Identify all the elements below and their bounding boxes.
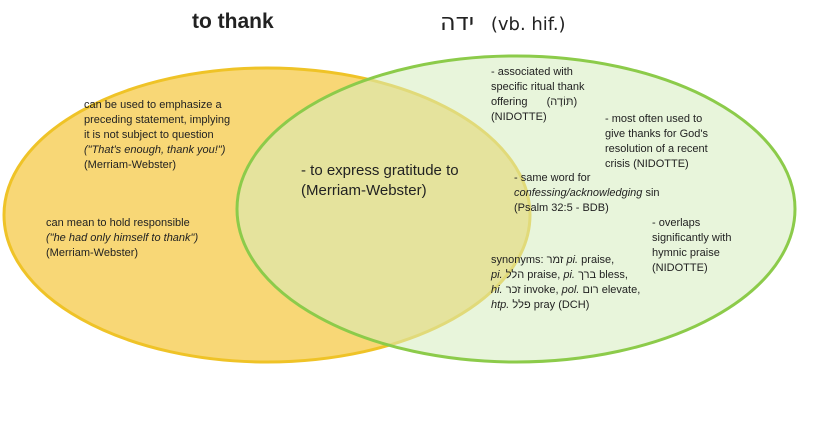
note-hebrew: (תּוֹדָה) xyxy=(546,96,578,108)
left-note-2: can mean to hold responsible ("he had on… xyxy=(46,216,236,261)
right-note-2: - most often used to give thanks for God… xyxy=(605,113,708,170)
note-quote: ("That's enough, thank you!") xyxy=(84,144,226,156)
center-note: - to express gratitude to (Merriam-Webst… xyxy=(301,161,459,201)
right-note-4: - overlaps significantly with hymnic pra… xyxy=(652,217,732,274)
syn-gloss: invoke, xyxy=(523,284,559,296)
syn-stem: hi. xyxy=(491,284,503,296)
right-circle xyxy=(235,54,797,364)
left-note-1: can be used to emphasize a preceding sta… xyxy=(84,98,234,173)
syn-hebrew: הלל xyxy=(505,269,525,281)
syn-gloss: praise, xyxy=(581,254,615,266)
syn-stem: pol. xyxy=(561,284,580,296)
syn-gloss: praise, xyxy=(527,269,561,281)
note-source: (Psalm 32:5 - BDB) xyxy=(514,202,609,214)
syn-gloss: pray (DCH) xyxy=(533,299,590,311)
center-line-2: (Merriam-Webster) xyxy=(301,182,427,199)
note-suffix: sin xyxy=(645,187,660,199)
note-quote: ("he had only himself to thank") xyxy=(46,232,199,244)
syn-hebrew: ברך xyxy=(578,269,597,281)
syn-hebrew: זמר xyxy=(546,254,564,266)
note-text: can be used to emphasize a preceding sta… xyxy=(84,99,231,141)
note-source: (NIDOTTE) xyxy=(491,111,547,123)
syn-stem: htp. xyxy=(491,299,510,311)
right-note-1: - associated with specific ritual thank … xyxy=(491,65,601,125)
note-italic: confessing/acknowledging xyxy=(514,187,643,199)
center-line-1: - to express gratitude to xyxy=(301,162,459,179)
right-title: ידה (vb. hif.) xyxy=(440,8,566,36)
syn-stem: pi. xyxy=(566,254,579,266)
syn-gloss: bless, xyxy=(599,269,628,281)
syn-hebrew: רום xyxy=(582,284,599,296)
syn-stem: pi. xyxy=(491,269,503,281)
left-title: to thank xyxy=(192,10,274,33)
right-title-hebrew: ידה xyxy=(440,8,475,36)
syn-gloss: elevate, xyxy=(601,284,641,296)
synonyms-label: synonyms: xyxy=(491,254,544,266)
synonyms-note: synonyms: זמר pi. praise, pi. הלל praise… xyxy=(491,253,651,313)
right-note-3: - same word for confessing/acknowledging… xyxy=(514,171,684,216)
syn-hebrew: זכר xyxy=(505,284,521,296)
note-source: (Merriam-Webster) xyxy=(84,159,177,171)
right-title-suffix: (vb. hif.) xyxy=(490,14,566,35)
syn-hebrew: פלל xyxy=(512,299,531,311)
note-prefix: - same word for xyxy=(514,172,591,184)
note-text: - associated with specific ritual thank … xyxy=(491,66,585,108)
note-source: (Merriam-Webster) xyxy=(46,247,139,259)
syn-stem: pi. xyxy=(563,269,575,281)
note-text: can mean to hold responsible xyxy=(46,217,190,229)
